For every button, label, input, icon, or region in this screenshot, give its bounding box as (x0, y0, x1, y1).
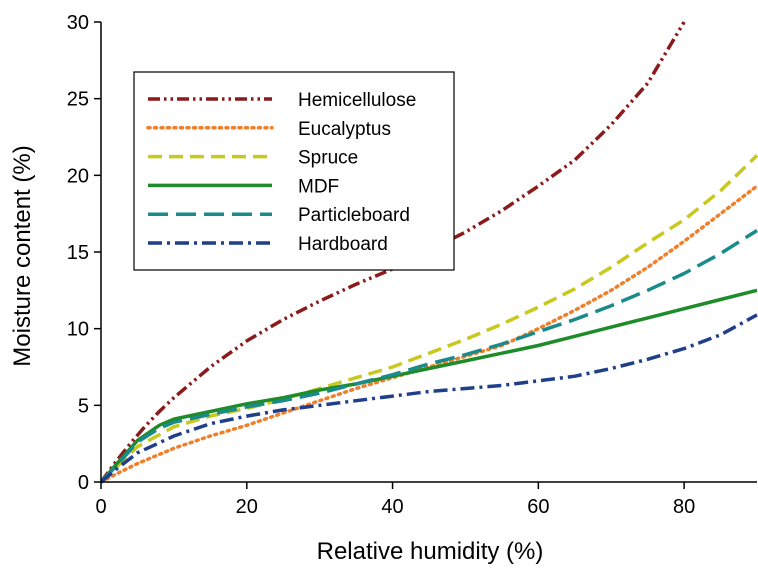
x-tick-label: 0 (95, 496, 106, 518)
x-tick-label: 80 (673, 496, 695, 518)
series-layer (101, 21, 758, 484)
y-tick-label: 10 (67, 319, 89, 341)
y-tick-label: 5 (78, 395, 89, 417)
y-tick-label: 0 (78, 472, 89, 494)
y-tick-label: 20 (67, 165, 89, 187)
x-tick-label: 40 (381, 496, 403, 518)
y-tick-label: 15 (67, 242, 89, 264)
y-tick-label: 30 (67, 12, 89, 34)
series-line-particleboard (101, 229, 758, 484)
series-line-hemicellulose (101, 21, 686, 484)
series-line-spruce (101, 154, 758, 484)
legend-label-particleboard: Particleboard (298, 205, 410, 226)
axes-layer: 0 5 10 15 20 25 30 0 20 40 60 80 (67, 12, 757, 518)
legend-label-spruce: Spruce (298, 148, 358, 169)
series-line-mdf (101, 288, 758, 484)
legend-box (133, 71, 455, 271)
legend-label-hemicellulose: Hemicellulose (298, 90, 416, 111)
series-line-hardboard (101, 313, 758, 484)
series-line-eucalyptus (101, 184, 758, 484)
y-tick-label: 25 (67, 89, 89, 111)
x-axis-title: Relative humidity (%) (317, 538, 544, 565)
x-tick-label: 60 (527, 496, 549, 518)
y-axis-title: Moisture content (%) (9, 145, 36, 366)
legend: Hemicellulose Eucalyptus Spruce MDF Particle… (133, 71, 455, 271)
x-tick-label: 20 (236, 496, 258, 518)
legend-label-eucalyptus: Eucalyptus (298, 119, 391, 140)
legend-label-hardboard: Hardboard (298, 234, 388, 255)
legend-label-mdf: MDF (298, 176, 339, 197)
